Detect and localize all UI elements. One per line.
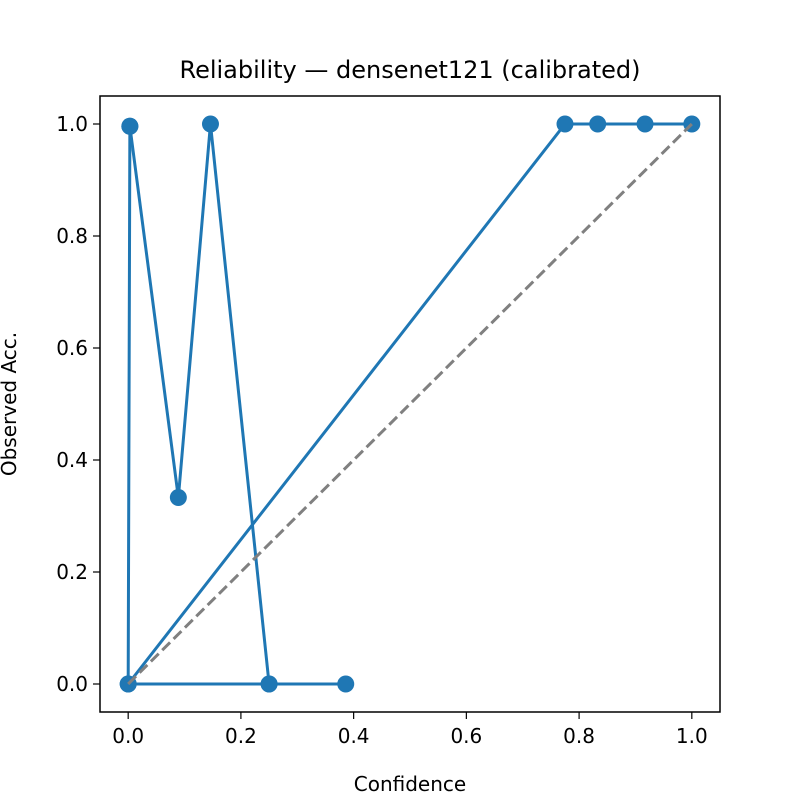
x-tick-label: 1.0	[676, 724, 708, 748]
chart-title: Reliability — densenet121 (calibrated)	[179, 56, 640, 84]
y-axis-ticks: 0.0 0.2 0.4 0.6 0.8 1.0	[56, 112, 100, 696]
y-tick-label: 0.4	[56, 448, 88, 472]
data-point	[260, 675, 278, 693]
x-tick-label: 0.0	[112, 724, 144, 748]
y-tick-label: 0.6	[56, 336, 88, 360]
y-axis-label: Observed Acc.	[0, 332, 21, 476]
x-tick-label: 0.4	[338, 724, 370, 748]
series-line-2	[128, 122, 271, 685]
x-tick-label: 0.6	[450, 724, 482, 748]
data-point	[169, 489, 187, 507]
y-tick-label: 1.0	[56, 112, 88, 136]
data-point	[589, 115, 607, 133]
x-axis-ticks: 0.0 0.2 0.4 0.6 0.8 1.0	[112, 712, 708, 748]
data-point	[556, 115, 574, 133]
data-point	[201, 115, 219, 133]
y-tick-label: 0.2	[56, 560, 88, 584]
series-line-0	[126, 126, 346, 686]
plot-frame	[99, 95, 721, 713]
data-point	[337, 675, 355, 693]
y-tick-label: 0.0	[56, 672, 88, 696]
x-axis-label: Confidence	[354, 772, 466, 796]
data-point	[121, 117, 139, 135]
x-tick-label: 0.2	[225, 724, 257, 748]
series-layer	[119, 115, 701, 693]
x-tick-label: 0.8	[563, 724, 595, 748]
diagonal-reference-line	[127, 122, 693, 686]
data-point	[636, 115, 654, 133]
y-tick-label: 0.8	[56, 224, 88, 248]
